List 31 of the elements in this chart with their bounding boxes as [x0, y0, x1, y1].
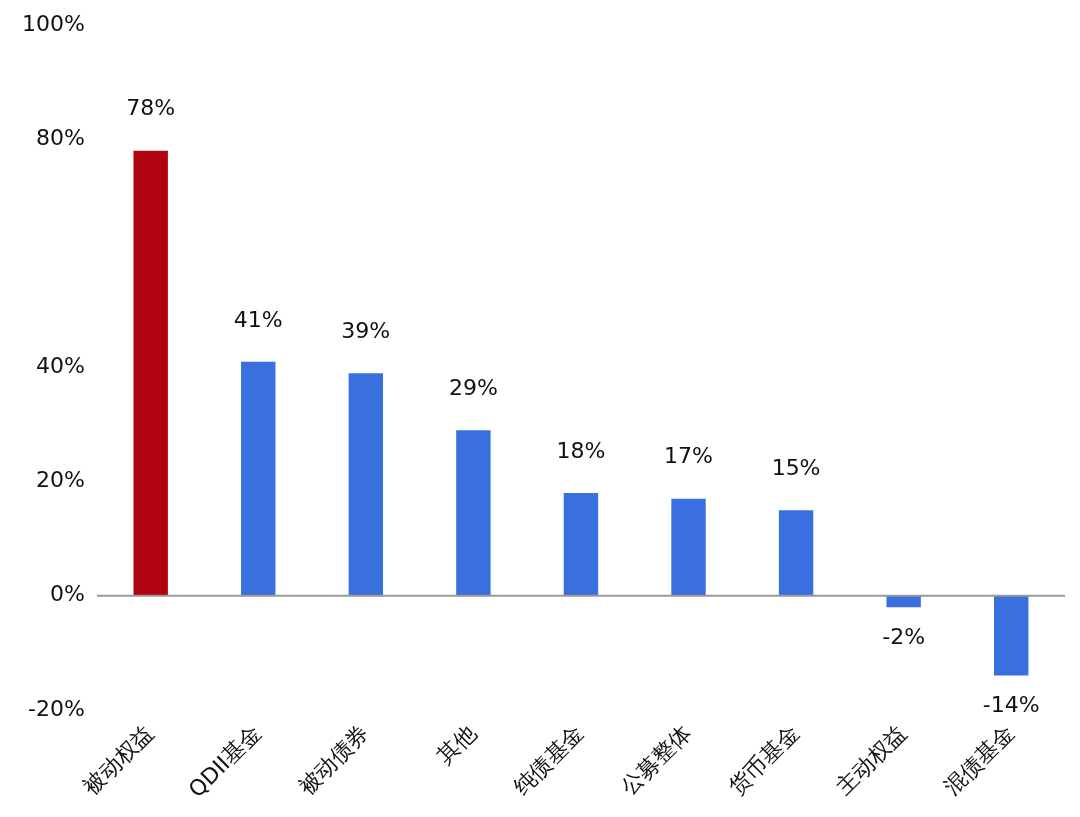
data-label: 78%	[126, 95, 176, 121]
data-label: 39%	[341, 317, 391, 343]
data-label: 29%	[448, 374, 498, 400]
x-tick-label: 纯债基金	[508, 720, 589, 800]
x-tick-label: 被动债券	[293, 720, 374, 800]
data-label: 18%	[556, 437, 606, 463]
bar	[994, 595, 1029, 676]
y-tick-label: 20%	[35, 467, 85, 493]
x-tick-label: 公募整体	[616, 720, 697, 800]
data-label: 17%	[664, 443, 713, 469]
data-label: 15%	[771, 454, 821, 480]
data-label: -14%	[982, 692, 1040, 718]
y-tick-label: 100%	[21, 10, 85, 36]
y-tick-label: 80%	[35, 125, 85, 151]
bar	[563, 493, 599, 596]
y-tick-label: 0%	[49, 581, 85, 607]
bar	[241, 361, 276, 596]
x-tick-label: 其他	[432, 720, 481, 769]
data-label: 41%	[233, 306, 283, 332]
x-tick-label: 主动权益	[831, 720, 912, 800]
y-tick-label: -20%	[28, 695, 85, 721]
bar	[671, 498, 706, 596]
bar	[348, 373, 384, 596]
x-tick-label: 被动权益	[78, 720, 159, 800]
data-label: -2%	[882, 623, 926, 649]
x-tick-label: 混债基金	[938, 720, 1019, 800]
bar	[133, 150, 168, 596]
x-tick-label: 货币基金	[723, 720, 804, 800]
y-tick-label: 40%	[35, 353, 85, 379]
bar	[456, 430, 491, 596]
bar	[778, 510, 814, 596]
